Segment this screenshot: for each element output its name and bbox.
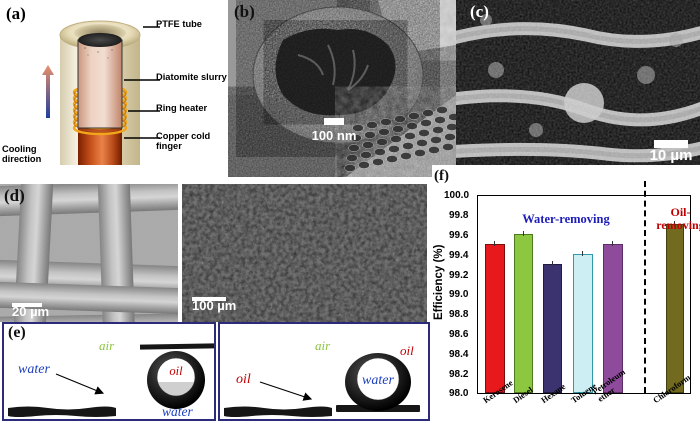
svg-text:100 nm: 100 nm [312,128,357,143]
svg-text:oil: oil [169,364,183,378]
svg-text:10 µm: 10 µm [650,147,693,164]
svg-text:water: water [362,373,394,388]
